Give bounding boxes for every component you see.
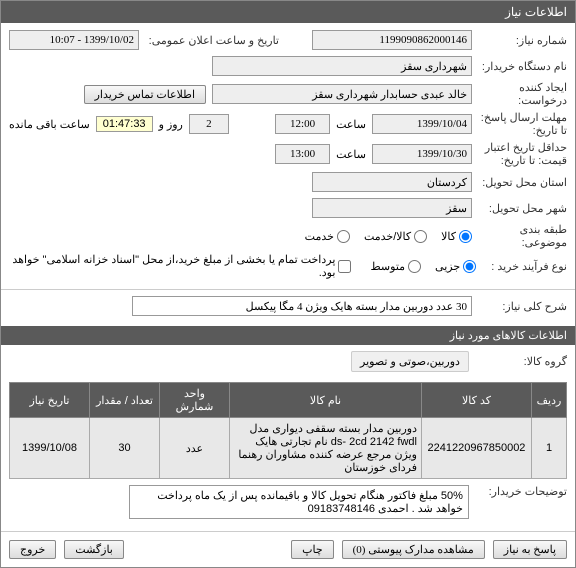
price-date-field <box>372 144 472 164</box>
province-field <box>312 172 472 192</box>
label-process-type: نوع فرآیند خرید : <box>476 260 567 273</box>
radio-low[interactable]: جزیی <box>435 260 476 273</box>
creator-field <box>212 84 472 104</box>
label-group: گروه کالا: <box>472 355 567 368</box>
col-name: نام کالا <box>230 383 422 418</box>
countdown-timer: 01:47:33 <box>96 116 153 132</box>
days-left-field <box>189 114 229 134</box>
attachments-button[interactable]: مشاهده مدارک پیوستی (0) <box>342 540 485 559</box>
buyer-notes-field: 50% مبلغ فاکتور هنگام تحویل کالا و باقیم… <box>129 485 469 519</box>
radio-service[interactable]: خدمت <box>305 230 350 243</box>
radio-medium[interactable]: متوسط <box>370 260 421 273</box>
reply-time-field <box>275 114 330 134</box>
col-qty: تعداد / مقدار <box>90 383 160 418</box>
label-remain: ساعت باقی مانده <box>9 118 96 131</box>
col-date: تاریخ نیاز <box>10 383 90 418</box>
cell-code: 2241220967850002 <box>422 418 532 479</box>
label-hour-1: ساعت <box>330 118 372 131</box>
radio-goods[interactable]: کالا <box>441 230 472 243</box>
cell-idx: 1 <box>532 418 567 479</box>
label-buyer-org: نام دستگاه خریدار: <box>472 60 567 73</box>
price-time-field <box>275 144 330 164</box>
label-province: استان محل تحویل: <box>472 176 567 189</box>
general-desc-field[interactable] <box>132 296 472 316</box>
label-day-and: روز و <box>153 118 189 131</box>
exit-button[interactable]: خروج <box>9 540 56 559</box>
col-unit: واحد شمارش <box>160 383 230 418</box>
label-budget-class: طبقه بندی موضوعی: <box>472 223 567 249</box>
cell-name: دوربین مدار بسته سقفی دیواری مدل ds- 2cd… <box>230 418 422 479</box>
table-row[interactable]: 1 2241220967850002 دوربین مدار بسته سقفی… <box>10 418 567 479</box>
panel-title: اطلاعات نیاز <box>1 1 575 23</box>
label-announce-dt: تاریخ و ساعت اعلان عمومی: <box>139 34 279 47</box>
city-field <box>312 198 472 218</box>
print-button[interactable]: چاپ <box>291 540 334 559</box>
back-button[interactable]: بازگشت <box>64 540 124 559</box>
cell-qty: 30 <box>90 418 160 479</box>
reply-date-field <box>372 114 472 134</box>
reply-button[interactable]: پاسخ به نیاز <box>493 540 567 559</box>
label-reply-deadline: مهلت ارسال پاسخ: تا تاریخ: <box>472 111 567 137</box>
radio-goods-service[interactable]: کالا/خدمت <box>364 230 427 243</box>
label-need-no: شماره نیاز: <box>472 34 567 47</box>
items-info-header: اطلاعات کالاهای مورد نیاز <box>1 326 575 345</box>
label-general-desc: شرح کلی نیاز: <box>472 300 567 313</box>
process-type-group: جزیی متوسط <box>370 260 476 273</box>
need-no-field <box>312 30 472 50</box>
partial-pay-check[interactable]: پرداخت تمام یا بخشی از مبلغ خرید،از محل … <box>9 253 351 279</box>
announce-dt-field <box>9 30 139 50</box>
contact-info-button[interactable]: اطلاعات تماس خریدار <box>84 85 206 104</box>
label-creator: ایجاد کننده درخواست: <box>472 81 567 107</box>
col-code: کد کالا <box>422 383 532 418</box>
col-row: ردیف <box>532 383 567 418</box>
label-buyer-notes: توضیحات خریدار: <box>472 485 567 498</box>
label-hour-2: ساعت <box>330 148 372 161</box>
budget-class-group: کالا کالا/خدمت خدمت <box>305 230 472 243</box>
label-price-valid: حداقل تاریخ اعتبار قیمت: تا تاریخ: <box>472 141 567 167</box>
items-table: ردیف کد کالا نام کالا واحد شمارش تعداد /… <box>9 382 567 479</box>
cell-unit: عدد <box>160 418 230 479</box>
buyer-org-field <box>212 56 472 76</box>
group-breadcrumb[interactable]: دوربین،صوتی و تصویر <box>351 351 469 372</box>
label-city: شهر محل تحویل: <box>472 202 567 215</box>
cell-date: 1399/10/08 <box>10 418 90 479</box>
